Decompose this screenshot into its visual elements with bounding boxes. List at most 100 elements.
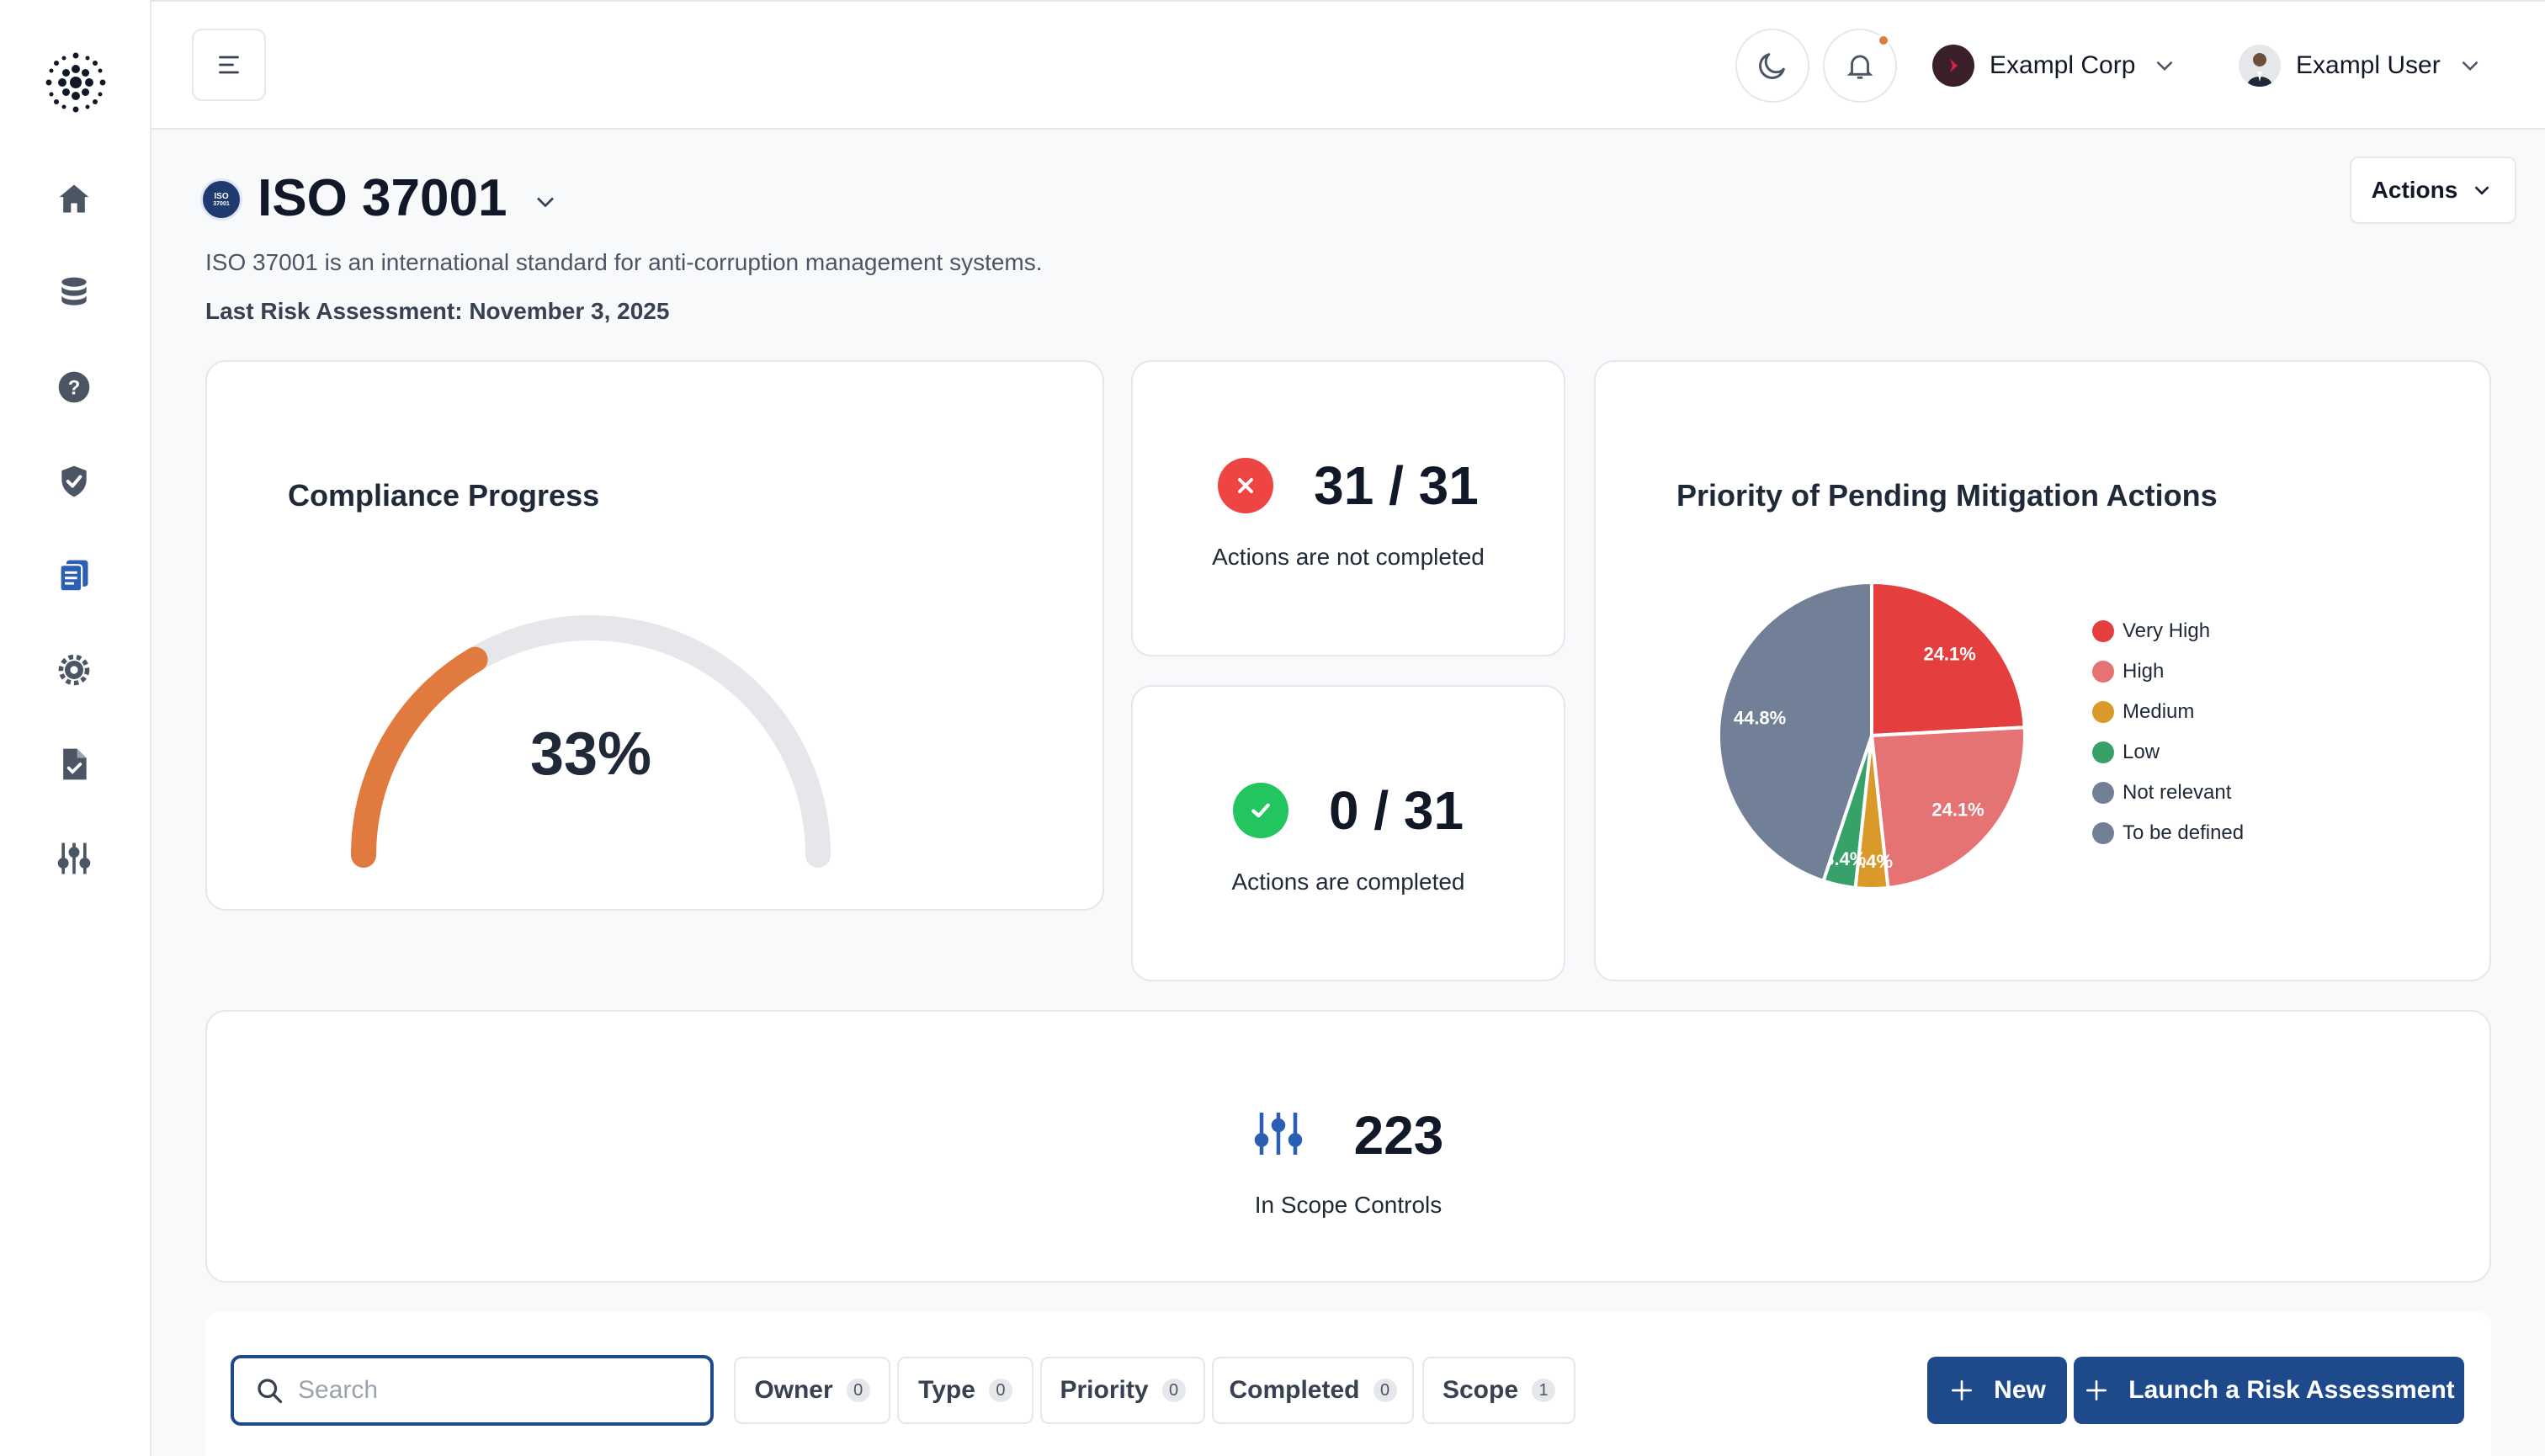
in-scope-label: In Scope Controls xyxy=(1254,1192,1443,1218)
avatar xyxy=(2239,45,2281,87)
filter-label: Owner xyxy=(754,1376,833,1404)
legend-item[interactable]: Very High xyxy=(2092,611,2244,651)
legend-label: High xyxy=(2123,660,2165,683)
search-box[interactable] xyxy=(231,1355,714,1426)
notification-dot xyxy=(1877,34,1890,47)
top-header: Exampl Corp Exampl User xyxy=(151,0,2545,130)
completed-count: 0 / 31 xyxy=(1328,780,1464,841)
file-check-icon[interactable] xyxy=(52,742,96,786)
actions-not-completed-card: 31 / 31 Actions are not completed xyxy=(1131,360,1565,656)
plus-icon xyxy=(2086,1380,2107,1400)
legend-label: Medium xyxy=(2123,700,2195,723)
user-menu[interactable]: Exampl User xyxy=(2239,42,2484,89)
menu-toggle-button[interactable] xyxy=(192,29,266,101)
priority-chart-card: Priority of Pending Mitigation Actions xyxy=(1594,360,2491,981)
last-risk-assessment: Last Risk Assessment: November 3, 2025 xyxy=(205,298,670,324)
filter-count: 1 xyxy=(1532,1379,1556,1402)
legend-item[interactable]: High xyxy=(2092,651,2244,692)
filter-label: Scope xyxy=(1442,1376,1519,1404)
dark-mode-button[interactable] xyxy=(1735,29,1809,103)
legend-swatch xyxy=(2092,822,2114,844)
filter-scope[interactable]: Scope 1 xyxy=(1422,1357,1575,1424)
badge-line-1: ISO xyxy=(214,191,229,201)
success-check-icon xyxy=(1232,783,1288,838)
pie-slice-high[interactable] xyxy=(1869,725,2027,890)
filter-label: Priority xyxy=(1060,1376,1149,1404)
org-logo-icon xyxy=(1932,45,1974,87)
in-scope-controls-card: 223 In Scope Controls xyxy=(205,1010,2491,1283)
compliance-progress-title: Compliance Progress xyxy=(288,478,600,513)
shield-check-icon[interactable] xyxy=(52,460,96,503)
pie-data-label: 24.1% xyxy=(1931,799,1984,820)
database-icon[interactable] xyxy=(52,271,96,315)
app-logo-icon[interactable] xyxy=(42,49,109,116)
page-title: ISO 37001 xyxy=(258,169,507,227)
new-button[interactable]: New xyxy=(1927,1357,2067,1424)
search-input[interactable] xyxy=(298,1376,685,1405)
svg-text:?: ? xyxy=(68,376,81,399)
chevron-down-icon xyxy=(2474,186,2489,195)
actions-completed-card: 0 / 31 Actions are completed xyxy=(1131,685,1565,981)
not-completed-label: Actions are not completed xyxy=(1212,544,1485,570)
filter-priority[interactable]: Priority 0 xyxy=(1040,1357,1205,1424)
org-name: Exampl Corp xyxy=(1990,51,2136,79)
actions-dropdown-button[interactable]: Actions xyxy=(2350,157,2516,224)
filter-count: 0 xyxy=(988,1379,1012,1402)
sliders-icon[interactable] xyxy=(52,837,96,880)
not-completed-count: 31 / 31 xyxy=(1314,455,1479,516)
compliance-gauge: 33% xyxy=(351,615,831,868)
search-icon xyxy=(258,1379,283,1404)
compliance-progress-card: Compliance Progress 33% xyxy=(205,360,1104,911)
badge-line-2: 37001 xyxy=(213,200,230,207)
filter-completed[interactable]: Completed 0 xyxy=(1212,1357,1414,1424)
pie-data-label: 44.8% xyxy=(1734,707,1786,728)
notifications-button[interactable] xyxy=(1823,29,1897,103)
filter-label: Type xyxy=(918,1376,975,1404)
completed-label: Actions are completed xyxy=(1231,869,1465,895)
help-icon[interactable]: ? xyxy=(52,365,96,409)
clipboard-list-icon[interactable] xyxy=(52,554,96,598)
settings-cog-icon[interactable] xyxy=(52,648,96,692)
legend-item[interactable]: Medium xyxy=(2092,692,2244,732)
org-switcher[interactable]: Exampl Corp xyxy=(1932,42,2179,89)
actions-label: Actions xyxy=(2371,177,2458,203)
compliance-value: 33% xyxy=(530,720,651,788)
controls-toolbar: Owner 0 Type 0 Priority 0 Completed 0 Sc… xyxy=(205,1311,2491,1456)
legend-swatch xyxy=(2092,741,2114,763)
home-icon[interactable] xyxy=(52,177,96,221)
gauge-fill xyxy=(351,646,488,868)
user-name: Exampl User xyxy=(2296,51,2441,79)
iso-badge-icon: ISO 37001 xyxy=(200,178,242,221)
pie-slice-not-relevant[interactable] xyxy=(1717,580,1873,884)
plus-icon xyxy=(1952,1380,1973,1400)
legend-swatch xyxy=(2092,782,2114,804)
pie-data-label: 24.1% xyxy=(1923,643,1975,664)
legend-label: To be defined xyxy=(2123,821,2245,844)
in-scope-count: 223 xyxy=(1353,1105,1444,1166)
priority-chart-title: Priority of Pending Mitigation Actions xyxy=(1676,478,2218,513)
pie-slice-very-high[interactable] xyxy=(1870,580,2027,738)
filter-type[interactable]: Type 0 xyxy=(897,1357,1033,1424)
chevron-down-icon xyxy=(2157,61,2173,72)
legend-item[interactable]: To be defined xyxy=(2092,813,2244,853)
filter-label: Completed xyxy=(1229,1376,1360,1404)
new-button-label: New xyxy=(1994,1376,2046,1404)
page-description: ISO 37001 is an international standard f… xyxy=(205,249,1043,275)
legend-item[interactable]: Low xyxy=(2092,732,2244,773)
launch-risk-assessment-button[interactable]: Launch a Risk Assessment xyxy=(2074,1357,2464,1424)
priority-pie-chart: 24.1%24.1%3.4%3.4%44.8% xyxy=(1717,580,2027,890)
legend-swatch xyxy=(2092,620,2114,642)
launch-button-label: Launch a Risk Assessment xyxy=(2128,1376,2455,1404)
legend-label: Very High xyxy=(2123,619,2211,642)
legend-item[interactable]: Not relevant xyxy=(2092,773,2244,813)
filter-owner[interactable]: Owner 0 xyxy=(734,1357,890,1424)
filter-count: 0 xyxy=(1161,1379,1186,1402)
filter-count: 0 xyxy=(846,1379,870,1402)
legend-swatch xyxy=(2092,661,2114,683)
legend-label: Low xyxy=(2123,741,2160,763)
legend-swatch xyxy=(2092,701,2114,723)
filter-count: 0 xyxy=(1373,1379,1397,1402)
chevron-down-icon xyxy=(2462,61,2479,72)
framework-switch-chevron-icon[interactable] xyxy=(530,187,561,221)
legend-label: Not relevant xyxy=(2123,781,2232,804)
